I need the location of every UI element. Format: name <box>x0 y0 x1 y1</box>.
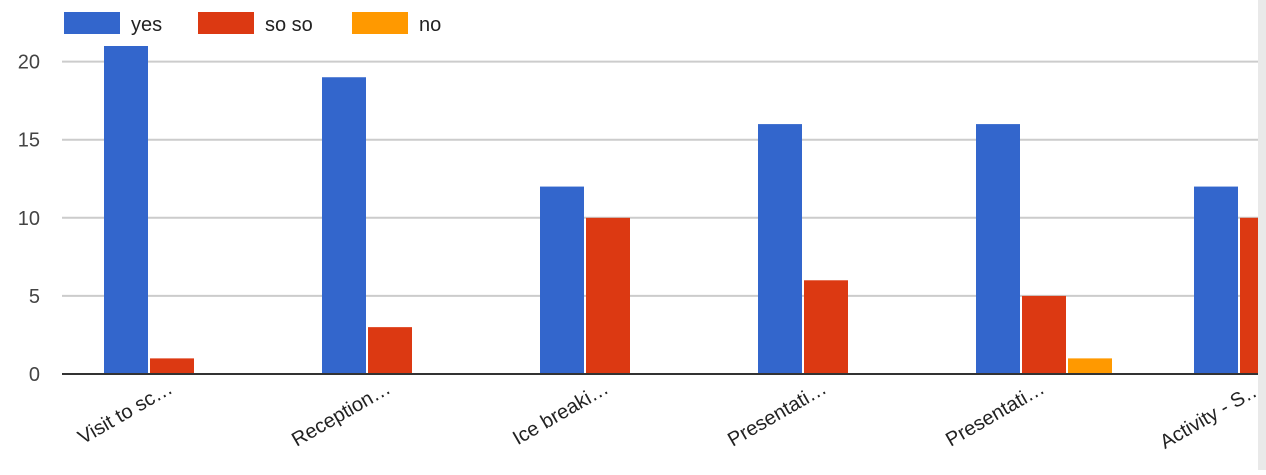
bar-yes-5 <box>1194 186 1238 374</box>
legend-label-so-so: so so <box>265 14 313 36</box>
bar-no-4 <box>1068 358 1112 374</box>
bars <box>104 46 1266 374</box>
bar-yes-2 <box>540 186 584 374</box>
x-tick-label-0: Visit to sc… <box>74 377 176 449</box>
y-tick-label-15: 15 <box>18 130 40 152</box>
bar-so-so-0 <box>150 358 194 374</box>
legend-swatch-so-so <box>198 12 254 34</box>
legend-label-yes: yes <box>131 14 162 36</box>
y-tick-label-10: 10 <box>18 208 40 230</box>
bar-yes-1 <box>322 77 366 374</box>
bar-yes-4 <box>976 124 1020 374</box>
legend-swatch-yes <box>64 12 120 34</box>
y-tick-label-20: 20 <box>18 52 40 74</box>
y-axis-ticks: 0 5 10 15 20 <box>18 52 40 386</box>
x-tick-label-2: Ice breaki… <box>509 377 612 449</box>
x-tick-label-1: Reception… <box>288 377 394 451</box>
x-tick-label-5: Activity - S… <box>1156 377 1266 453</box>
legend-label-no: no <box>419 14 441 36</box>
bar-yes-3 <box>758 124 802 374</box>
scroll-edge <box>1258 0 1266 470</box>
x-tick-label-3: Presentati… <box>724 377 830 451</box>
bar-so-so-4 <box>1022 295 1066 374</box>
x-tick-label-4: Presentati… <box>942 377 1048 451</box>
legend: yes so so no <box>64 12 441 36</box>
legend-swatch-no <box>352 12 408 34</box>
bar-so-so-1 <box>368 327 412 374</box>
y-tick-label-5: 5 <box>29 286 40 308</box>
bar-so-so-2 <box>586 217 630 374</box>
bar-so-so-3 <box>804 280 848 374</box>
gridlines <box>62 60 1258 297</box>
y-tick-label-0: 0 <box>29 364 40 386</box>
x-axis-ticks: Visit to sc… Reception… Ice breaki… Present… <box>74 377 1266 453</box>
bar-yes-0 <box>104 46 148 374</box>
